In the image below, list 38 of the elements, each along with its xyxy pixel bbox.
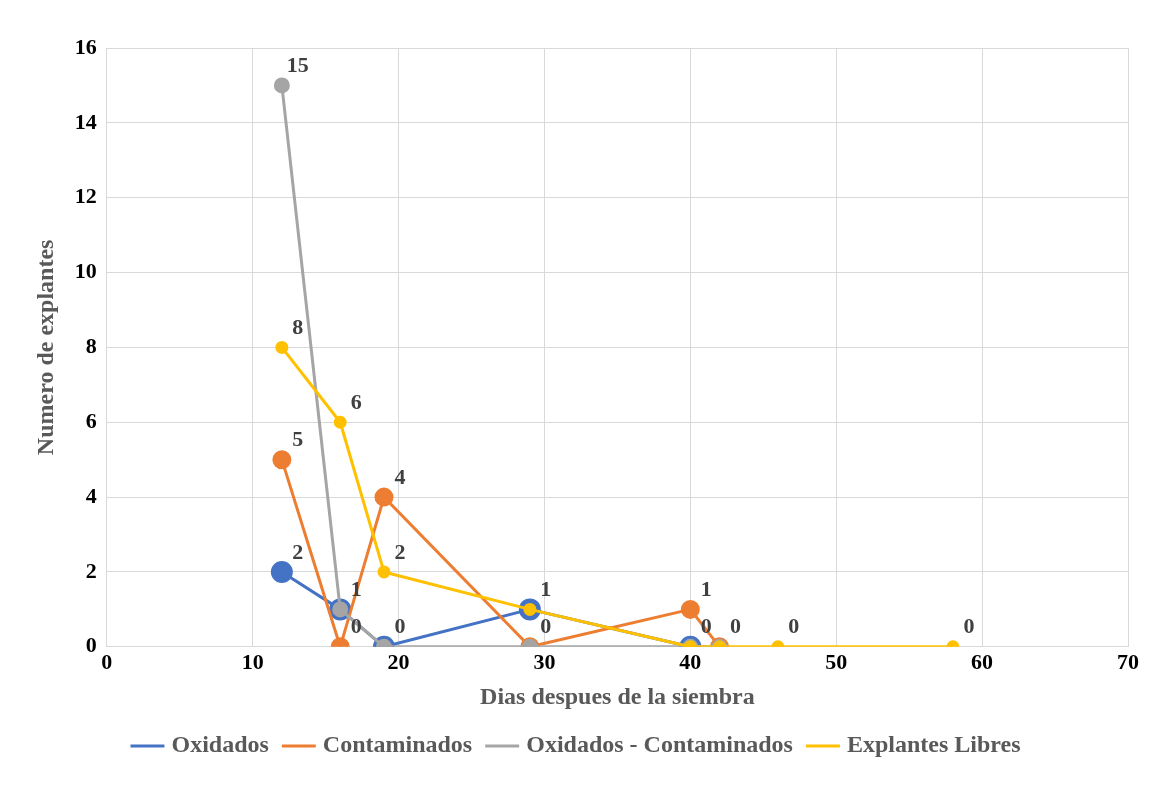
x-axis-title: Dias despues de la siembra bbox=[480, 682, 755, 709]
y-tick-label: 6 bbox=[85, 407, 97, 433]
x-tick-label: 50 bbox=[825, 648, 848, 674]
data-label: 8 bbox=[292, 314, 304, 340]
y-tick-label: 10 bbox=[74, 258, 97, 284]
data-label: 0 bbox=[394, 613, 406, 639]
y-tick-label: 14 bbox=[74, 108, 97, 134]
data-label: 0 bbox=[788, 613, 800, 639]
data-label: 4 bbox=[394, 463, 406, 489]
y-tick-label: 16 bbox=[74, 33, 97, 59]
x-tick-label: 30 bbox=[533, 648, 556, 674]
data-label: 0 bbox=[540, 613, 552, 639]
x-tick-label: 10 bbox=[241, 648, 264, 674]
legend-label: Contaminados bbox=[322, 731, 473, 758]
data-label: 0 bbox=[730, 613, 742, 639]
data-label: 2 bbox=[394, 538, 406, 564]
data-label: 2 bbox=[292, 538, 304, 564]
y-tick-label: 12 bbox=[74, 183, 97, 209]
legend-label: Oxidados bbox=[171, 731, 269, 758]
legend-label: Oxidados - Contaminados bbox=[526, 731, 793, 758]
legend-label: Explantes Libres bbox=[846, 731, 1021, 758]
y-tick-label: 8 bbox=[85, 333, 97, 359]
x-tick-label: 70 bbox=[1117, 648, 1139, 674]
y-tick-label: 2 bbox=[85, 557, 97, 583]
y-tick-label: 4 bbox=[85, 482, 97, 508]
data-label: 1 bbox=[700, 576, 712, 602]
y-tick-label: 0 bbox=[85, 632, 97, 658]
x-tick-label: 20 bbox=[387, 648, 410, 674]
data-label: 0 bbox=[963, 613, 975, 639]
data-label: 5 bbox=[292, 426, 304, 452]
x-tick-label: 0 bbox=[101, 648, 113, 674]
x-tick-label: 40 bbox=[679, 648, 702, 674]
y-axis-title: Numero de explantes bbox=[31, 239, 58, 456]
data-label: 0 bbox=[350, 613, 362, 639]
data-label: 1 bbox=[540, 576, 552, 602]
data-label: 6 bbox=[350, 388, 362, 414]
data-label: 15 bbox=[286, 52, 309, 78]
x-tick-label: 60 bbox=[971, 648, 994, 674]
